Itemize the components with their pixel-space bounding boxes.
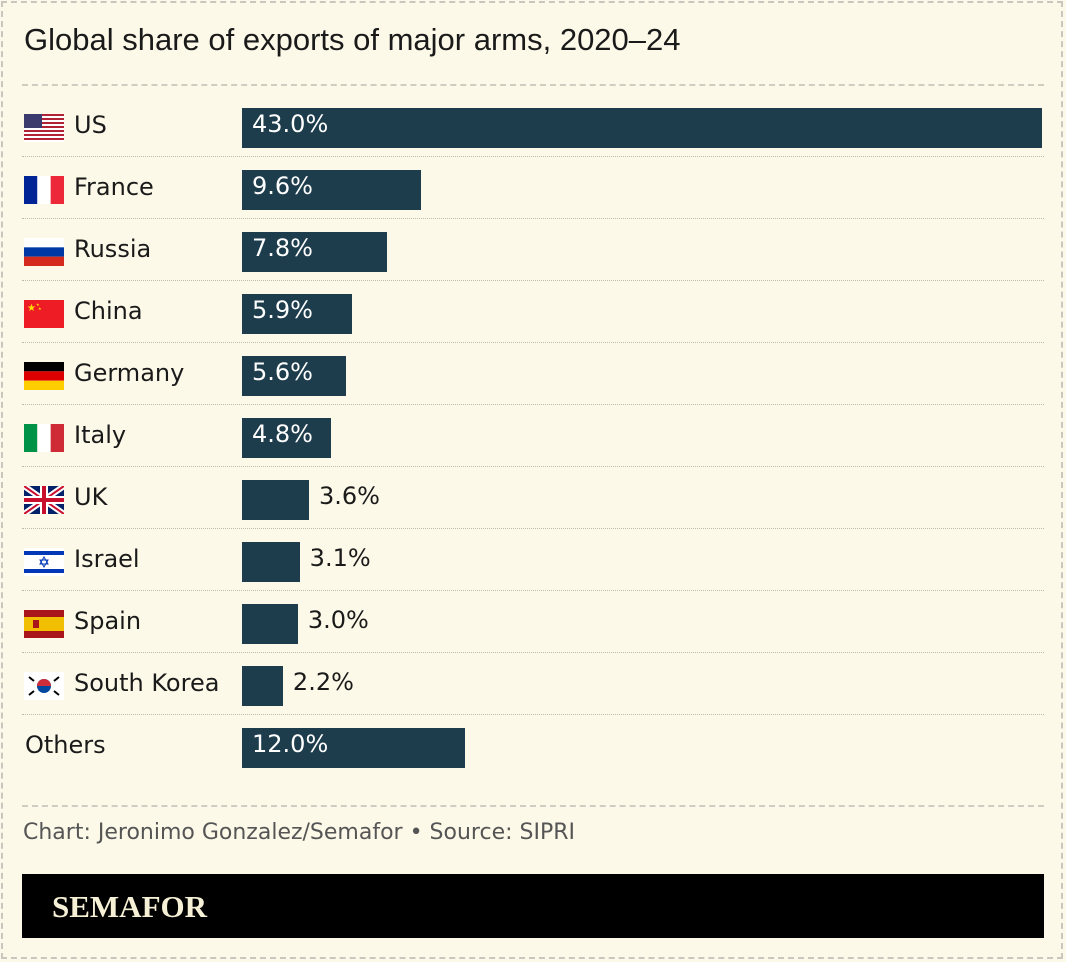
bar	[242, 418, 332, 458]
row-separator	[22, 342, 1044, 343]
bar-row: Russia 7.8%	[22, 219, 1044, 281]
value-label: 3.0%	[307, 606, 369, 634]
value-label: 43.0%	[252, 110, 329, 138]
value-label: 7.8%	[252, 234, 313, 262]
bar-row: France 9.6%	[22, 157, 1044, 219]
row-separator	[22, 714, 1044, 715]
bar	[242, 728, 466, 768]
bar	[242, 666, 283, 706]
bar	[242, 294, 352, 334]
divider	[22, 805, 1044, 807]
value-label: 5.6%	[252, 358, 313, 386]
value-label: 5.9%	[252, 296, 313, 324]
value-label: 12.0%	[252, 730, 329, 758]
bar-row: Italy 4.8%	[22, 405, 1044, 467]
category-label: China	[74, 297, 143, 325]
category-label: Russia	[74, 235, 152, 263]
row-separator	[22, 528, 1044, 529]
bar	[242, 170, 421, 210]
row-separator	[22, 590, 1044, 591]
svg-text:★: ★	[27, 303, 36, 314]
category-label: UK	[74, 483, 108, 511]
brand-bar: SEMAFOR	[22, 874, 1044, 938]
bar-row: Others 12.0%	[22, 715, 1044, 777]
chart-credit: Chart: Jeronimo Gonzalez/Semafor • Sourc…	[23, 820, 576, 845]
value-label: 3.6%	[318, 482, 380, 510]
bar-row: ★ ★ ★ China 5.9%	[22, 281, 1044, 343]
spain-flag-icon	[24, 610, 64, 638]
divider	[22, 84, 1044, 86]
category-label: US	[74, 111, 107, 139]
semafor-logo: SEMAFOR	[52, 889, 207, 924]
bar	[242, 108, 1042, 148]
chart-title: Global share of exports of major arms, 2…	[24, 22, 681, 57]
france-flag-icon	[24, 176, 64, 204]
us-flag-icon	[24, 114, 64, 142]
category-label: Spain	[74, 607, 142, 635]
category-label: Others	[25, 731, 106, 759]
value-label: 2.2%	[292, 668, 354, 696]
bar-row: Israel 3.1%	[22, 529, 1044, 591]
value-label: 3.1%	[309, 544, 371, 572]
israel-flag-icon	[24, 548, 64, 576]
uk-flag-icon	[22, 483, 66, 517]
svg-text:★: ★	[38, 306, 42, 311]
row-separator	[22, 404, 1044, 405]
category-label: South Korea	[74, 669, 220, 697]
value-label: 9.6%	[252, 172, 313, 200]
row-separator	[22, 466, 1044, 467]
bar-row: US 43.0%	[22, 95, 1044, 157]
germany-flag-icon	[24, 362, 64, 390]
china-flag-icon: ★ ★ ★	[24, 300, 64, 328]
row-separator	[22, 218, 1044, 219]
bar-row: Spain 3.0%	[22, 591, 1044, 653]
bar-row: South Korea 2.2%	[22, 653, 1044, 715]
category-label: Germany	[74, 359, 185, 387]
bar	[242, 356, 347, 396]
russia-flag-icon	[24, 238, 64, 266]
bar	[242, 232, 388, 272]
svg-text:★: ★	[36, 302, 40, 307]
bar	[242, 542, 300, 582]
category-label: Israel	[74, 545, 140, 573]
row-separator	[22, 156, 1044, 157]
bar	[242, 604, 298, 644]
category-label: Italy	[74, 421, 127, 449]
row-separator	[22, 652, 1044, 653]
bar-row: UK 3.6%	[22, 467, 1044, 529]
category-label: France	[74, 173, 154, 201]
value-label: 4.8%	[252, 420, 313, 448]
bar	[242, 480, 309, 520]
italy-flag-icon	[24, 424, 64, 452]
row-separator	[22, 280, 1044, 281]
bar-row: Germany 5.6%	[22, 343, 1044, 405]
south-korea-flag-icon	[24, 672, 64, 700]
